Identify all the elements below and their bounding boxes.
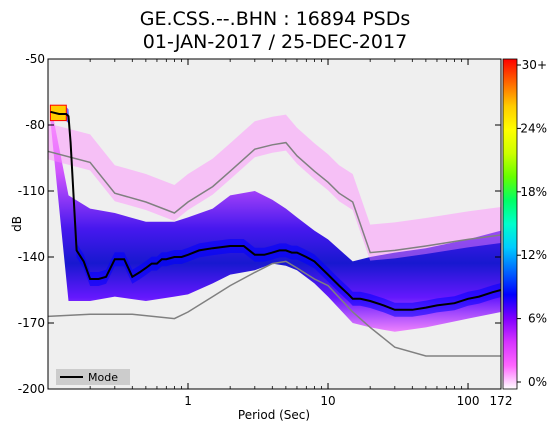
- legend: Mode: [56, 369, 130, 385]
- y-axis-label: dB: [10, 216, 24, 232]
- sparse-density-band: [48, 114, 501, 261]
- y-tick-label: -170: [18, 316, 45, 330]
- x-axis-label: Period (Sec): [238, 408, 310, 422]
- legend-box: [56, 369, 130, 385]
- colorbar-tick-label: 0%: [528, 375, 547, 389]
- x-tick-label: 10: [320, 394, 335, 408]
- y-tick-label: -80: [25, 118, 45, 132]
- colorbar-tick-label: 30+: [522, 58, 547, 72]
- y-tick-label: -50: [25, 52, 45, 66]
- colorbar-tick-label: 12%: [520, 248, 547, 262]
- colorbar-tick-label: 18%: [520, 185, 547, 199]
- x-tick-label: 172: [490, 394, 513, 408]
- legend-mode-label: Mode: [88, 371, 118, 384]
- chart-title-line1: GE.CSS.--.BHN : 16894 PSDs: [140, 8, 411, 30]
- plot-frame: [47, 58, 502, 390]
- colorbar-axis: 0% 6% 12% 18% 24% 30+: [517, 58, 547, 389]
- mode-density-core: [50, 104, 501, 317]
- y-tick-label: -200: [18, 382, 45, 396]
- chart-title-line2: 01-JAN-2017 / 25-DEC-2017: [143, 31, 407, 53]
- percentile-high-line: [48, 141, 501, 254]
- percentile-low-line: [48, 260, 501, 357]
- psd-lines-layer: [48, 110, 501, 357]
- x-axis: 1 10 100 172: [89, 59, 513, 408]
- mode-line: [50, 110, 501, 311]
- colorbar: [502, 58, 518, 390]
- psd-density-layer: [48, 103, 501, 332]
- colorbar-tick-label: 24%: [520, 121, 547, 135]
- y-tick-label: -140: [18, 250, 45, 264]
- x-tick-label: 100: [457, 394, 480, 408]
- y-tick-label: -110: [18, 184, 45, 198]
- density-band: [50, 103, 501, 332]
- colorbar-tick-label: 6%: [528, 312, 547, 326]
- y-axis: -50 -80 -110 -140 -170 -200: [18, 52, 501, 396]
- x-tick-label: 1: [184, 394, 192, 408]
